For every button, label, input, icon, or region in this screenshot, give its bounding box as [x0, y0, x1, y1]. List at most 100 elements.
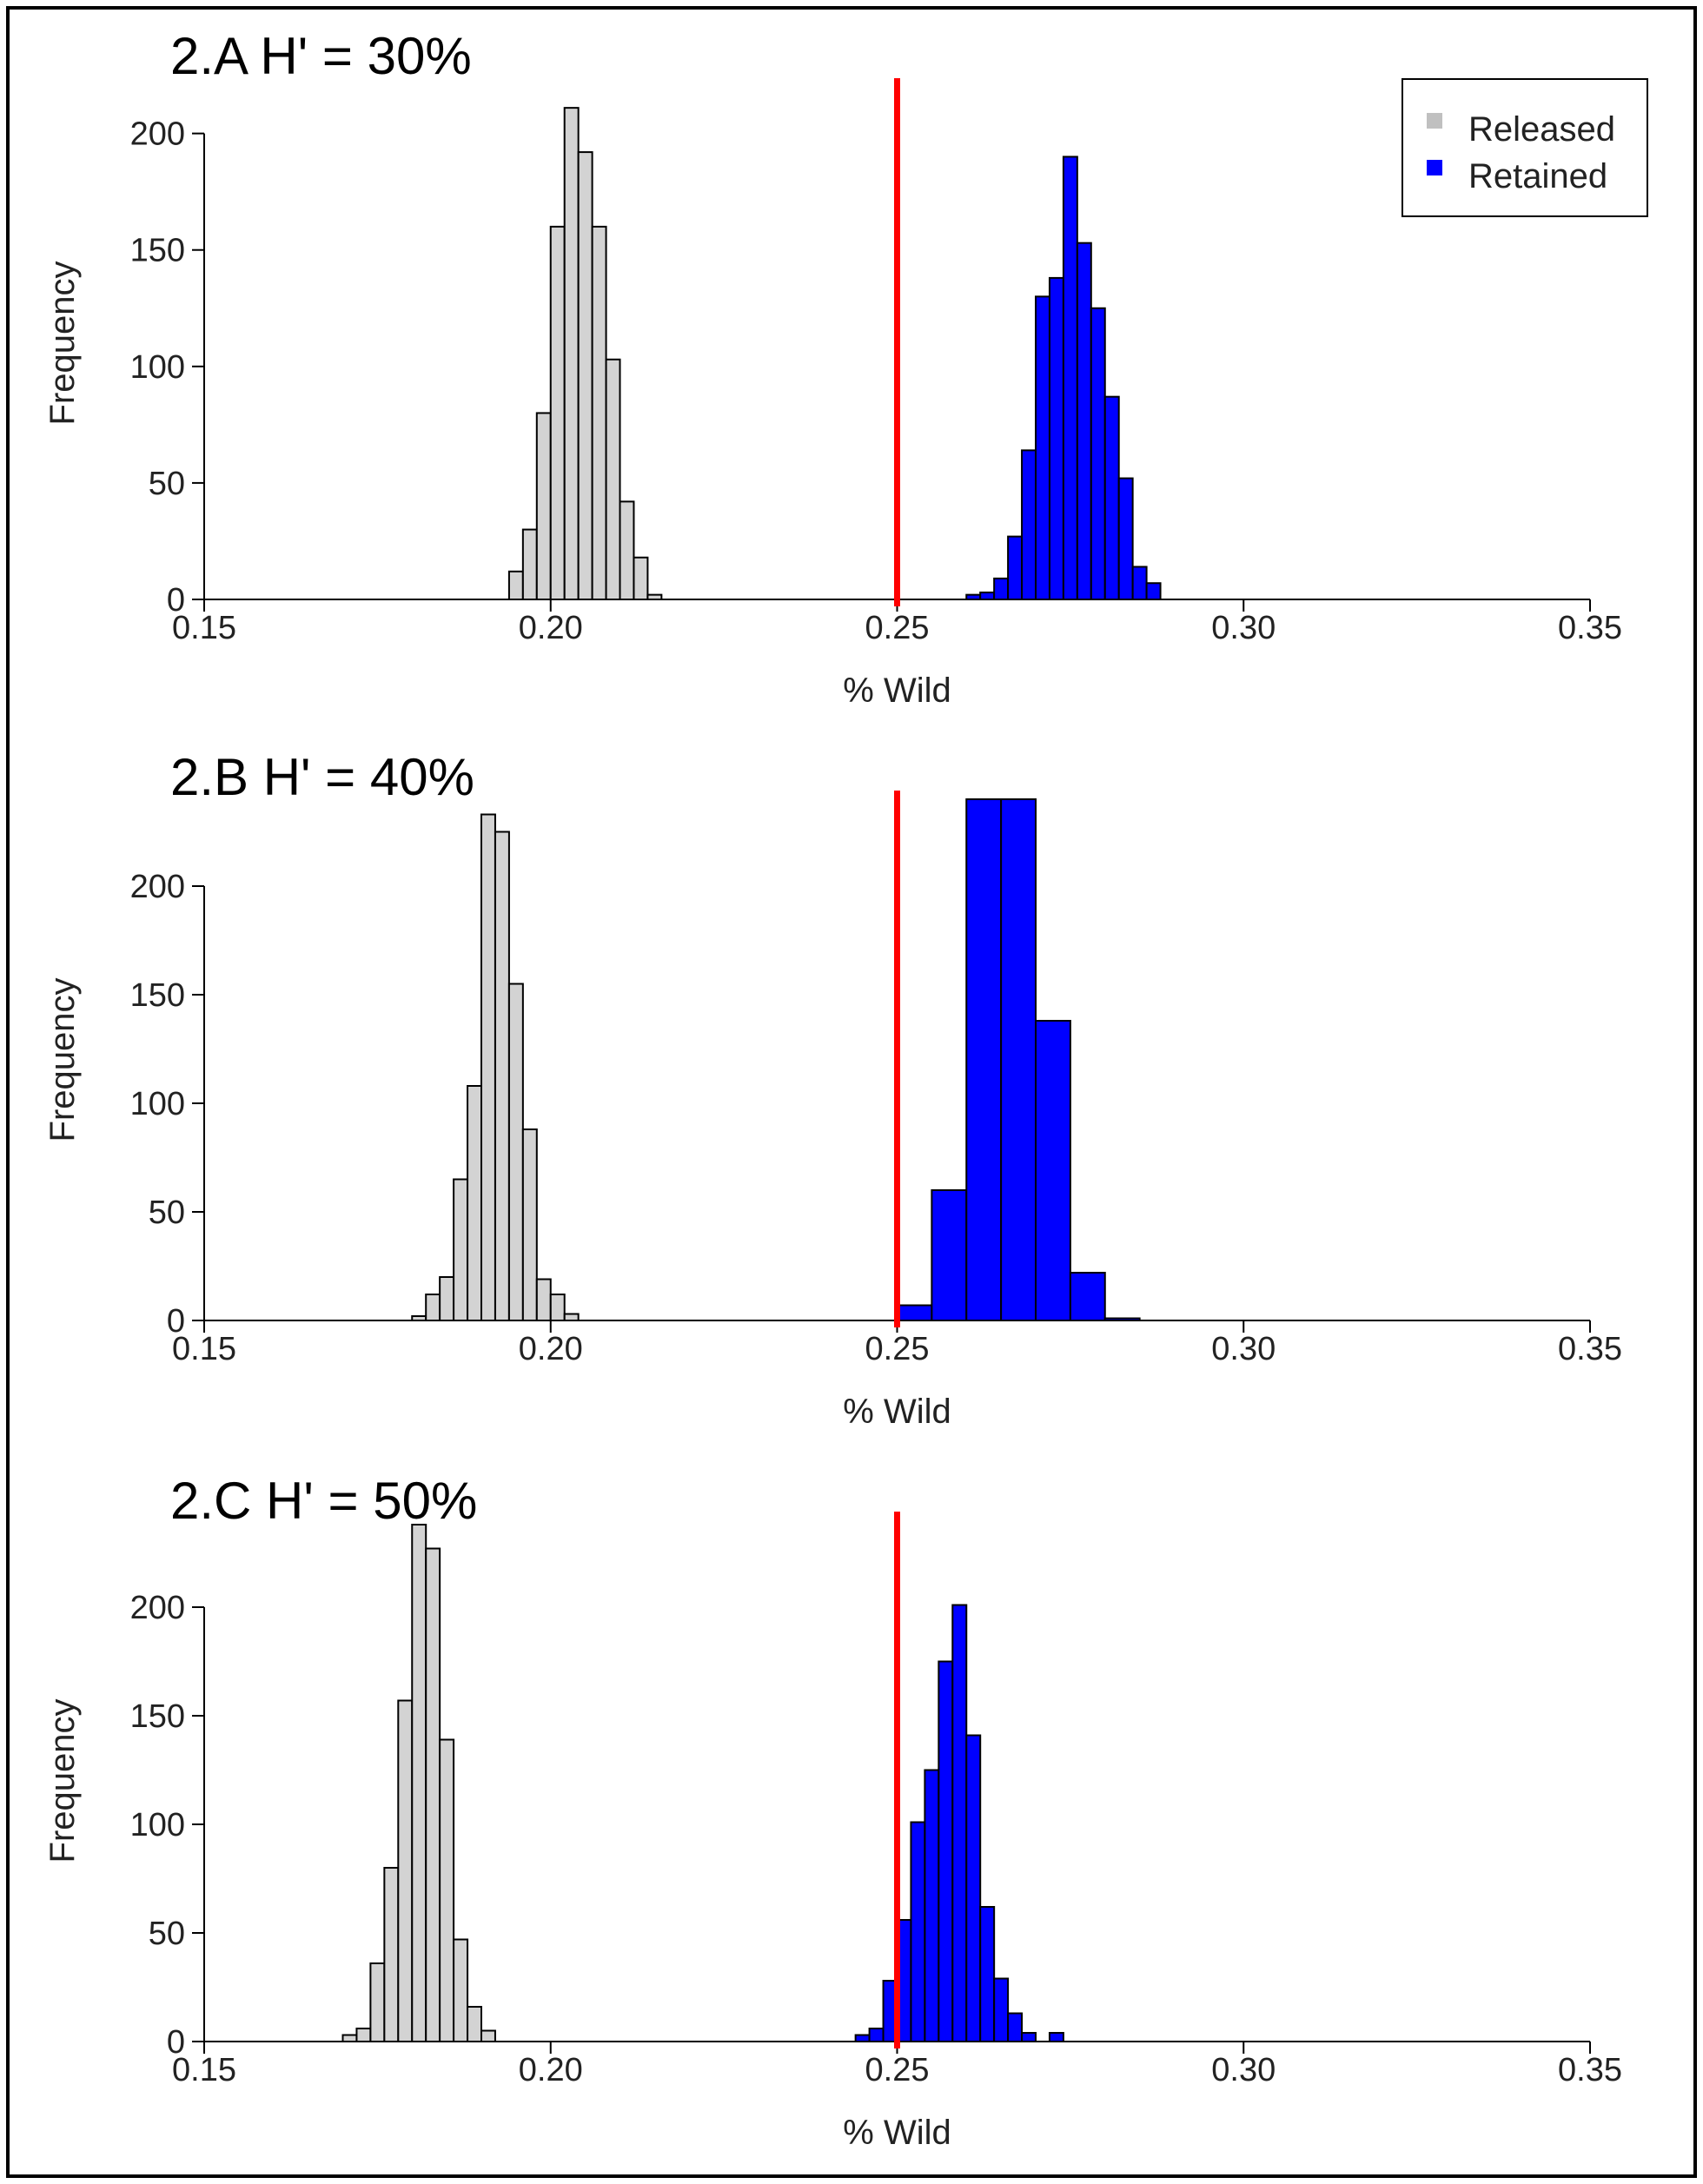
y-axis-title: Frequency — [43, 1699, 82, 1863]
x-tick-label: 0.35 — [1558, 2052, 1622, 2088]
histogram-bar-retained — [1048, 276, 1064, 600]
histogram-bar-released — [453, 1938, 469, 2042]
histogram-bar-released — [619, 500, 635, 600]
y-tick-label: 50 — [149, 1195, 185, 1231]
x-tick-label: 0.25 — [865, 1331, 930, 1367]
y-axis-title: Frequency — [43, 261, 82, 426]
x-tick-label: 0.25 — [865, 2052, 930, 2088]
histogram-bar-released — [577, 151, 593, 600]
histogram-bar-retained — [1048, 2032, 1064, 2042]
legend-label-retained: Retained — [1468, 157, 1607, 195]
x-axis-title: % Wild — [843, 1393, 951, 1431]
histogram-bar-released — [480, 2029, 496, 2042]
histogram-bar-retained — [1007, 2012, 1024, 2042]
histogram-bar-retained — [1007, 535, 1024, 601]
panel-2b: 2.B H' = 40% 0.15 0.20 0.25 0.30 0.35 0 50 100 1… — [43, 748, 1622, 1431]
histogram-bar-released — [467, 2006, 482, 2042]
histogram-bar-released — [535, 1278, 552, 1321]
histogram-bar-retained — [854, 2034, 871, 2042]
histogram-plot: 0.15 0.20 0.25 0.30 0.35 0 50 100 150 200 % Wild Fr… — [43, 791, 1622, 1431]
histogram-bar-retained — [924, 1769, 940, 2042]
histogram-bar-released — [439, 1738, 455, 2042]
y-tick-label: 150 — [130, 1698, 185, 1735]
y-tick-label: 0 — [167, 582, 185, 619]
histogram-bar-released — [605, 358, 621, 600]
histogram-bar-retained — [1069, 1272, 1106, 1321]
histogram-bar-retained — [931, 1189, 968, 1321]
x-axis-title: % Wild — [843, 672, 951, 710]
x-tick-label: 0.25 — [865, 610, 930, 646]
histogram-bar-retained — [1131, 566, 1148, 601]
histogram-bar-retained — [979, 591, 996, 601]
histogram-bar-released — [507, 983, 524, 1321]
histogram-bar-retained — [1117, 477, 1134, 600]
y-tick-label: 100 — [130, 1086, 185, 1122]
histogram-bar-released — [480, 813, 496, 1321]
histogram-bar-retained — [1076, 242, 1092, 600]
x-tick-label: 0.20 — [519, 2052, 583, 2088]
histogram-bar-released — [563, 1313, 580, 1321]
y-tick-label: 200 — [130, 116, 185, 153]
y-tick-label: 200 — [130, 1590, 185, 1626]
y-axis-title: Frequency — [43, 978, 82, 1142]
histogram-bar-released — [341, 2034, 358, 2042]
panel-2a: 2.A H' = 30% 0.15 0.20 0.25 0.30 0.35 0 50 100 1… — [43, 27, 1648, 710]
legend-swatch-retained — [1427, 160, 1442, 175]
histogram-bar-retained — [868, 2028, 885, 2042]
figure-border — [6, 6, 1697, 2178]
histogram-bar-released — [369, 1962, 386, 2042]
histogram-bar-released — [425, 1547, 441, 2042]
histogram-bar-released — [467, 1085, 482, 1321]
legend-box — [1401, 78, 1648, 217]
histogram-bar-retained — [993, 577, 1010, 600]
histogram-bar-released — [397, 1699, 414, 2042]
histogram-bar-retained — [1145, 582, 1162, 600]
legend-label-released: Released — [1468, 110, 1615, 149]
histogram-bar-retained — [951, 1604, 968, 2042]
histogram-bar-released — [425, 1294, 441, 1321]
legend: Released Retained — [1401, 78, 1648, 217]
x-tick-label: 0.20 — [519, 1331, 583, 1367]
y-tick-label: 100 — [130, 1807, 185, 1843]
histogram-bar-released — [549, 1294, 566, 1321]
histogram-bar-retained — [979, 1906, 996, 2042]
panel-title: 2.C H' = 50% — [170, 1472, 477, 1530]
histogram-bar-released — [535, 412, 552, 601]
histogram-bar-retained — [1090, 307, 1106, 600]
x-tick-label: 0.15 — [172, 1331, 236, 1367]
histogram-bar-retained — [965, 798, 1003, 1321]
histogram-bar-released — [549, 225, 566, 600]
histogram-bar-retained — [1035, 295, 1050, 600]
panel-2c: 2.C H' = 50% 0.15 0.20 0.25 0.30 0.35 0 50 100 1… — [43, 1472, 1622, 2152]
x-axis-title: % Wild — [843, 2114, 951, 2152]
histogram-bar-retained — [1062, 156, 1078, 600]
histogram-bar-retained — [993, 1977, 1010, 2042]
y-tick-label: 50 — [149, 466, 185, 502]
histogram-bar-retained — [910, 1821, 926, 2042]
histogram-bar-released — [521, 1128, 538, 1321]
histogram-bar-released — [355, 2028, 372, 2042]
histogram-bar-retained — [965, 1734, 982, 2042]
y-tick-label: 150 — [130, 233, 185, 269]
histogram-plot: 0.15 0.20 0.25 0.30 0.35 0 50 100 150 200 % Wild Fr… — [43, 78, 1622, 710]
histogram-bar-released — [507, 570, 524, 601]
x-tick-label: 0.20 — [519, 610, 583, 646]
x-tick-label: 0.35 — [1558, 1331, 1622, 1367]
histogram-bar-retained — [896, 1304, 933, 1321]
histogram-bar-released — [383, 1867, 400, 2042]
histogram-bar-released — [494, 831, 510, 1321]
y-tick-label: 0 — [167, 2024, 185, 2061]
x-tick-label: 0.30 — [1211, 610, 1276, 646]
legend-swatch-released — [1427, 113, 1442, 129]
histogram-bar-retained — [938, 1660, 954, 2042]
histogram-bar-retained — [1103, 395, 1120, 600]
panel-title: 2.B H' = 40% — [170, 748, 474, 806]
x-tick-label: 0.15 — [172, 610, 236, 646]
x-tick-label: 0.30 — [1211, 2052, 1276, 2088]
histogram-bar-retained — [1035, 1020, 1071, 1321]
panel-title: 2.A H' = 30% — [170, 27, 472, 85]
x-tick-label: 0.30 — [1211, 1331, 1276, 1367]
histogram-bar-released — [563, 107, 580, 600]
histogram-bar-released — [521, 528, 538, 600]
x-tick-label: 0.35 — [1558, 610, 1622, 646]
